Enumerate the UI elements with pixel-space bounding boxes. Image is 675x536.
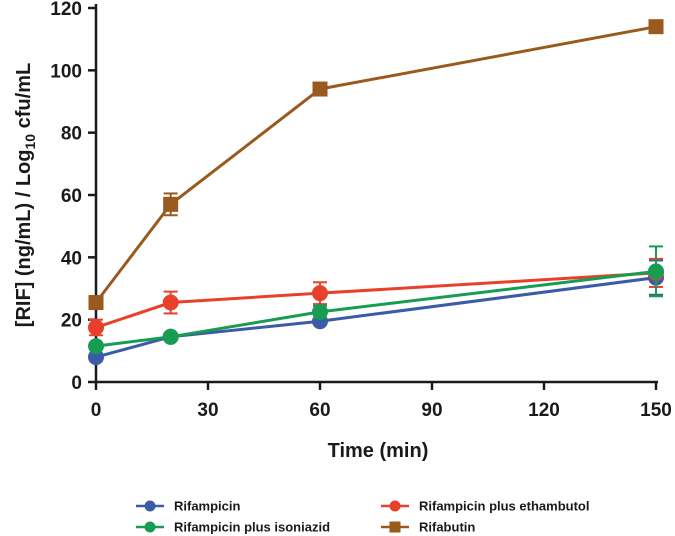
y-tick-label: 60: [61, 186, 82, 207]
legend-label: Rifabutin: [419, 520, 475, 535]
x-axis-title: Time (min): [328, 440, 429, 462]
legend-item: Rifampicin plus ethambutol: [381, 499, 589, 514]
series-rifampicin-plus-isoniazid: [88, 245, 664, 355]
data-point: [648, 19, 664, 35]
x-tick-label: 60: [309, 400, 330, 421]
y-tick-label: 40: [61, 248, 82, 269]
data-point: [88, 319, 104, 336]
y-tick-label: 80: [61, 124, 82, 145]
data-point: [312, 81, 328, 97]
legend-item: Rifampicin plus isoniazid: [136, 520, 330, 535]
data-point: [648, 263, 664, 280]
series-line: [95, 276, 657, 359]
series-rifampicin-plus-ethambutol: [88, 257, 664, 337]
legend-marker: [144, 500, 156, 512]
series-line: [94, 25, 657, 304]
legend-label: Rifampicin plus isoniazid: [174, 520, 330, 535]
axes: 0 20 40 60 80 100 120 0 30 60 90 120 150: [50, 0, 672, 421]
x-tick-label: 150: [640, 400, 672, 421]
legend-marker: [144, 521, 156, 533]
legend-item: Rifabutin: [381, 520, 475, 535]
series-line: [95, 269, 657, 348]
y-axis-title-subscript: 10: [22, 134, 38, 150]
y-tick-label: 120: [50, 0, 82, 20]
data-point: [162, 294, 179, 311]
y-tick-label: 20: [61, 311, 82, 332]
series-rifabutin: [88, 19, 664, 311]
y-axis-title-tail: cfu/mL: [13, 63, 35, 134]
series-line: [95, 271, 657, 329]
x-tick-label: 0: [91, 400, 102, 421]
x-tick-label: 90: [421, 400, 442, 421]
y-axis-title-main: [RIF] (ng/mL) / Log: [13, 149, 35, 327]
data-point: [312, 285, 328, 302]
legend-item: Rifampicin: [136, 499, 241, 514]
y-axis-title: [RIF] (ng/mL) / Log10 cfu/mL: [13, 63, 38, 327]
data-point: [163, 196, 179, 212]
data-point: [88, 295, 104, 311]
data-point: [312, 303, 328, 320]
data-point: [162, 328, 179, 345]
legend-marker: [389, 500, 401, 512]
legend-label: Rifampicin: [174, 499, 241, 514]
legend-marker: [389, 521, 401, 533]
legend: Rifampicin Rifampicin plus ethambutol Rifa…: [136, 499, 589, 535]
legend-label: Rifampicin plus ethambutol: [419, 499, 589, 514]
x-tick-label: 30: [197, 400, 218, 421]
x-tick-label: 120: [528, 400, 560, 421]
y-tick-label: 100: [50, 61, 82, 82]
data-point: [88, 338, 104, 355]
y-tick-label: 0: [71, 373, 82, 394]
series-layer: [88, 19, 664, 366]
